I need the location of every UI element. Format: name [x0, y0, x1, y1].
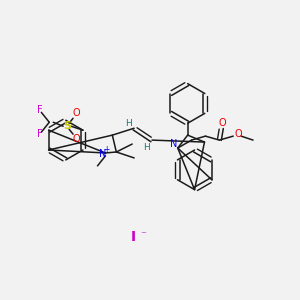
Text: O: O — [72, 108, 80, 118]
Text: O: O — [218, 118, 226, 128]
Text: F: F — [37, 129, 42, 139]
Text: I: I — [130, 230, 136, 244]
Text: +: + — [103, 145, 110, 154]
Text: H: H — [143, 142, 149, 152]
Text: S: S — [63, 121, 71, 131]
Text: F: F — [37, 105, 42, 116]
Text: N: N — [99, 149, 106, 159]
Text: ⁻: ⁻ — [140, 230, 146, 240]
Text: O: O — [234, 129, 242, 139]
Text: O: O — [72, 134, 80, 144]
Text: H: H — [125, 119, 132, 128]
Text: N: N — [170, 139, 178, 149]
